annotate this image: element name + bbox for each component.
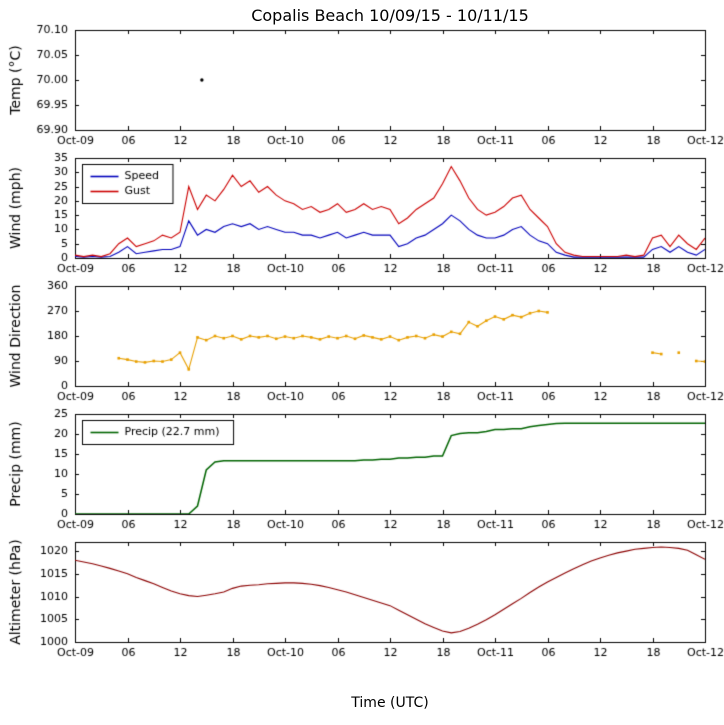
x-axis-label: Time (UTC)	[351, 695, 429, 711]
chart-title: Copalis Beach 10/09/15 - 10/11/15	[251, 6, 529, 25]
